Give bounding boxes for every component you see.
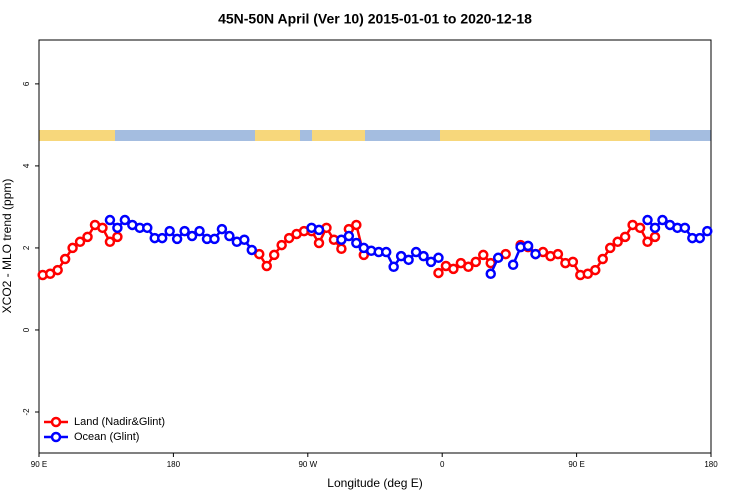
data-point [224, 230, 235, 242]
data-point [380, 246, 392, 258]
y-tick-label: 4 [22, 163, 31, 168]
data-point [336, 243, 347, 255]
data-point [597, 253, 608, 265]
data-point [112, 231, 123, 243]
x-tick-label: 180 [167, 460, 181, 469]
ocean-band [650, 130, 711, 141]
data-point [418, 250, 429, 262]
chart-title: 45N-50N April (Ver 10) 2015-01-01 to 202… [218, 11, 532, 27]
data-point [657, 214, 668, 226]
data-point [522, 240, 534, 252]
data-point [612, 236, 623, 248]
data-point [254, 248, 265, 260]
data-point [104, 236, 116, 248]
legend-marker [50, 431, 62, 443]
data-point [642, 236, 653, 248]
data-point [590, 264, 601, 276]
data-point [410, 246, 422, 258]
legend-label: Land (Nadir&Glint) [74, 416, 165, 428]
data-point [388, 261, 399, 273]
plot-frame [38, 39, 712, 454]
x-tick-label: 90 E [568, 460, 584, 469]
data-point [649, 231, 661, 243]
data-point [343, 230, 355, 242]
data-point [209, 233, 220, 245]
data-point [97, 222, 108, 234]
data-point [179, 225, 190, 237]
data-point [433, 267, 444, 279]
data-point [164, 225, 175, 237]
data-point [619, 231, 631, 243]
data-point [268, 249, 280, 261]
data-point [194, 225, 205, 237]
data-point [112, 222, 123, 234]
data-point [156, 232, 168, 244]
data-point [485, 268, 496, 280]
data-point [642, 214, 653, 226]
data-point [313, 224, 325, 236]
data-point [492, 252, 504, 264]
x-tick-label: 90 E [31, 460, 47, 469]
ocean-band [365, 130, 440, 141]
data-point [186, 230, 198, 242]
ocean-band [300, 130, 312, 141]
x-tick-label: 90 W [298, 460, 317, 469]
data-point [216, 223, 228, 235]
x-tick-label: 180 [704, 460, 718, 469]
data-point [351, 219, 362, 231]
y-axis-label: XCO2 - MLO trend (ppm) [0, 179, 14, 314]
data-point [649, 222, 661, 234]
data-point [463, 261, 474, 273]
data-point [448, 263, 459, 275]
data-point [313, 237, 325, 249]
data-point [552, 248, 564, 260]
legend-marker [50, 416, 62, 428]
data-point [478, 249, 489, 261]
data-point [694, 232, 706, 244]
data-point [679, 222, 691, 234]
data-point [104, 214, 116, 226]
legend-label: Ocean (Glint) [74, 431, 139, 443]
y-tick-label: 6 [22, 81, 31, 86]
data-point [470, 256, 482, 268]
data-point [425, 256, 437, 268]
data-point [246, 244, 258, 256]
data-point [567, 256, 579, 268]
data-point [351, 237, 362, 249]
data-point [67, 242, 78, 254]
y-tick-label: 0 [22, 327, 31, 332]
x-axis-label: Longitude (deg E) [327, 476, 422, 490]
data-point [530, 248, 541, 260]
ocean-band [115, 130, 255, 141]
map-strip [39, 130, 711, 141]
data-point [239, 234, 250, 245]
data-point [507, 259, 519, 271]
data-point [119, 214, 131, 226]
data-point [283, 232, 295, 244]
y-tick-label: 2 [22, 245, 31, 250]
data-point [276, 239, 287, 251]
data-point [74, 236, 86, 248]
data-point [59, 253, 71, 265]
data-point [634, 222, 646, 234]
data-point [403, 254, 414, 266]
data-point [142, 222, 153, 234]
data-point [604, 242, 616, 254]
data-point [52, 264, 63, 276]
data-point [433, 252, 444, 264]
y-tick-label: -2 [22, 408, 31, 416]
data-point [82, 231, 93, 243]
data-point [171, 233, 183, 245]
data-point [702, 225, 713, 237]
x-tick-label: 0 [440, 460, 445, 469]
data-point [261, 260, 272, 272]
